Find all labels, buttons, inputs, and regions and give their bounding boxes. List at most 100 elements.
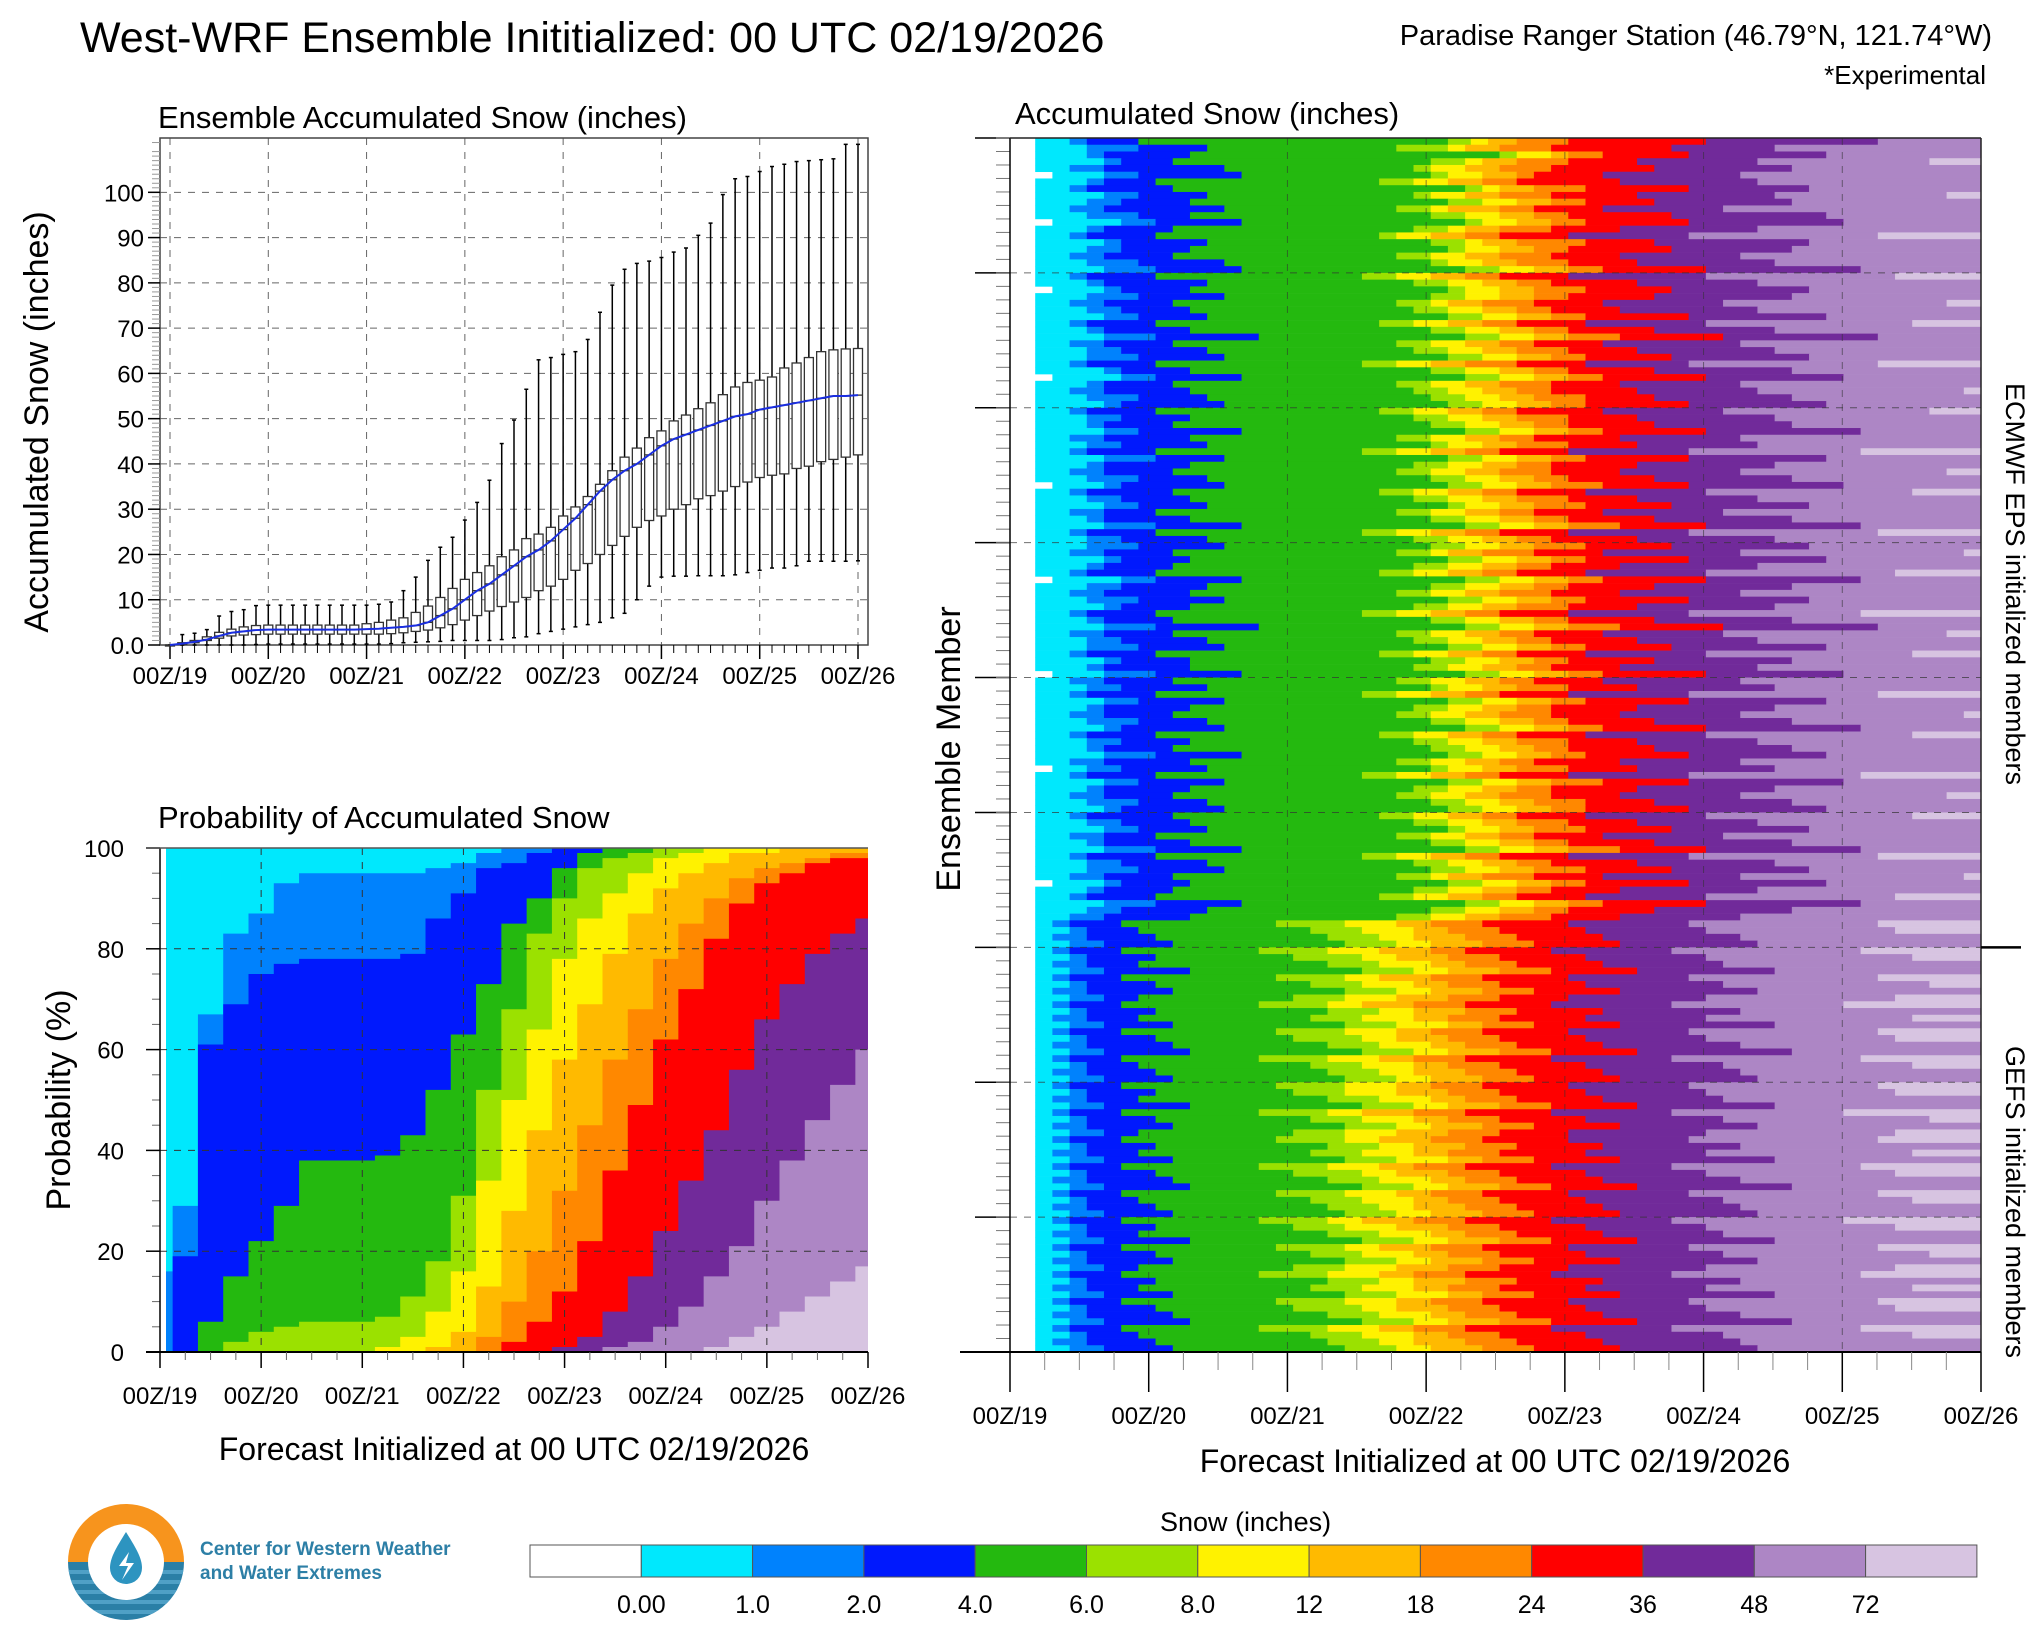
member-segment <box>1121 1028 1277 1036</box>
member-segment <box>1482 886 1518 894</box>
member-segment <box>1430 758 1466 766</box>
members-axes <box>960 137 2021 1392</box>
member-row <box>1035 1109 1982 1117</box>
member-segment <box>1465 522 1500 530</box>
member-segment <box>1361 1048 1415 1056</box>
member-segment <box>1379 232 1397 240</box>
member-segment <box>1241 522 1466 530</box>
member-segment <box>1189 879 1449 887</box>
colorbar-swatch <box>1865 1544 1978 1578</box>
member-segment <box>1052 1271 1071 1279</box>
member-segment <box>1052 1055 1071 1063</box>
member-segment <box>1447 414 1483 422</box>
member-segment <box>1946 792 1982 800</box>
member-segment <box>1121 859 1208 867</box>
member-segment <box>1482 765 1518 773</box>
member-segment <box>1361 1061 1415 1070</box>
member-segment <box>1035 616 1088 624</box>
member-segment <box>1086 144 1139 152</box>
member-segment <box>1465 286 1500 294</box>
member-segment <box>1482 987 1535 995</box>
y-tick-label: 20 <box>97 1239 124 1266</box>
member-segment <box>1465 933 1518 941</box>
member-segment <box>1860 947 1982 955</box>
member-segment <box>1482 185 1500 193</box>
member-segment <box>1035 1298 1053 1306</box>
member-segment <box>1447 886 1483 894</box>
member-segment <box>1723 1250 1930 1258</box>
member-segment <box>1413 387 1449 395</box>
member-row <box>1035 1311 1982 1319</box>
member-segment <box>1465 158 1483 166</box>
member-segment <box>1155 1088 1294 1097</box>
member-segment <box>1155 1250 1311 1258</box>
member-segment <box>1086 886 1105 894</box>
member-segment <box>1654 718 1793 726</box>
member-segment <box>1172 792 1397 800</box>
member-segment <box>1482 643 1518 651</box>
member-segment <box>1103 745 1174 753</box>
member-segment <box>1516 596 1552 604</box>
member-row <box>1035 1244 1982 1252</box>
member-segment <box>1551 792 1621 800</box>
member-segment <box>1086 353 1139 361</box>
member-segment <box>1499 839 1535 847</box>
member-row <box>1035 407 1982 415</box>
member-segment <box>1069 185 1088 193</box>
y-tick-label: 100 <box>84 836 124 863</box>
member-segment <box>1533 940 1621 948</box>
member-segment <box>1757 387 1965 395</box>
member-segment <box>1671 643 1827 651</box>
member-segment <box>1379 1008 1415 1016</box>
member-segment <box>1069 529 1088 537</box>
member-segment <box>1035 1109 1053 1117</box>
member-segment <box>1688 1298 1879 1306</box>
member-segment <box>1189 1102 1363 1110</box>
member-segment <box>1275 920 1346 928</box>
member-segment <box>1155 954 1294 962</box>
colorbar-swatch <box>752 1544 865 1578</box>
member-segment <box>1447 198 1483 206</box>
member-segment <box>1757 441 1982 449</box>
member-segment <box>1361 1237 1415 1245</box>
member-segment <box>1585 320 1707 328</box>
colorbar-swatch <box>640 1544 754 1578</box>
member-segment <box>1121 306 1191 314</box>
member-row <box>1052 481 1982 490</box>
member-segment <box>1482 556 1518 564</box>
member-segment <box>1447 401 1483 409</box>
member-segment <box>1396 340 1432 348</box>
member-segment <box>1912 731 1982 739</box>
member-segment <box>1035 1338 1053 1346</box>
member-segment <box>1499 1304 1586 1312</box>
member-segment <box>1619 1345 1758 1353</box>
member-segment <box>1344 1257 1397 1265</box>
member-segment <box>1052 1068 1088 1076</box>
member-segment <box>1447 859 1483 867</box>
member-segment <box>1465 724 1500 732</box>
member-segment <box>1602 1311 1741 1319</box>
member-row <box>1035 468 1982 476</box>
member-segment <box>1482 1244 1569 1252</box>
member-segment <box>1052 1190 1071 1198</box>
member-segment <box>1465 502 1500 510</box>
member-segment <box>1499 657 1535 665</box>
member-segment <box>1465 589 1500 597</box>
member-segment <box>1688 771 1862 780</box>
member-segment <box>1895 272 1982 280</box>
member-segment <box>1465 225 1500 233</box>
member-segment <box>1705 994 1896 1002</box>
member-segment <box>1413 1217 1466 1225</box>
member-segment <box>1602 778 1690 786</box>
member-segment <box>1035 1115 1071 1123</box>
member-segment <box>1482 488 1518 496</box>
member-segment <box>1533 185 1586 193</box>
member-row <box>1035 535 1982 543</box>
colorbar-swatch <box>974 1544 1088 1578</box>
member-segment <box>1327 1311 1380 1319</box>
member-row <box>1035 785 1982 793</box>
member-segment <box>1069 832 1105 840</box>
member-segment <box>1585 1088 1707 1097</box>
member-segment <box>1155 320 1380 328</box>
member-segment <box>1035 1082 1053 1090</box>
